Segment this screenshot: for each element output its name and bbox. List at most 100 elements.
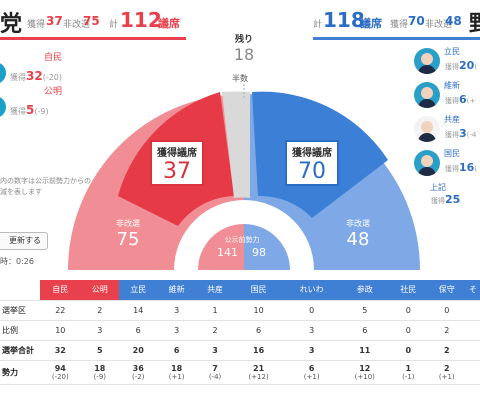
cell: 12 (+10) (340, 360, 390, 385)
table-row: 選挙合計 32 5 20 6 3 16 3 11 0 2 (0, 340, 480, 361)
party-item-jimin[interactable]: 自民 獲得32(-20) (0, 50, 70, 84)
cell: 3 (80, 320, 120, 341)
cell (466, 340, 480, 361)
ruling-nonre-label-group: 非改選 75 (100, 218, 156, 250)
row-label: 比例 (0, 320, 40, 341)
col-header: 共産 (195, 280, 235, 301)
majority-label: 半数 (232, 74, 248, 83)
remaining-box: 残り 18 (223, 32, 265, 64)
cell: 6 (340, 320, 390, 341)
cell: 11 (340, 340, 390, 361)
party-name: 共産 (444, 115, 460, 124)
ruling-won-count: 37 (46, 14, 63, 28)
cell: 22 (40, 300, 81, 321)
party-name: 公明 (43, 87, 62, 97)
cell: 6 (119, 320, 158, 341)
party-item-rikken[interactable]: 立民 獲得20( (414, 46, 480, 76)
party-leader-avatar (414, 82, 440, 108)
cell: 7 (-4) (195, 360, 235, 385)
party-item-kokumin[interactable]: 国民 獲得16( (414, 148, 480, 178)
update-button[interactable]: 更新する (0, 232, 48, 250)
col-header: 保守 (427, 280, 466, 301)
ruling-total-count: 112 (120, 8, 162, 32)
table-header-row: 自民 公明 立民 維新 共産 国民 れいわ 参政 社民 保守 そ (0, 280, 480, 301)
cell: 1 (195, 300, 235, 321)
koji-ruling-sector (198, 224, 244, 270)
opp-won-box: 獲得議席 70 (285, 140, 339, 186)
cell: 32 (40, 340, 81, 361)
cell (466, 360, 480, 385)
row-label: 選挙合計 (0, 340, 40, 361)
col-header: 公明 (80, 280, 120, 301)
cell: 20 (119, 340, 158, 361)
party-leader-avatar (414, 116, 440, 142)
cell (466, 300, 480, 321)
cell: 10 (234, 300, 283, 321)
party-item-komei[interactable]: 公明 獲得5(-9) (0, 84, 70, 118)
cell: 3 (157, 320, 196, 341)
ruling-header: 党 獲得 37 非改選 75 計 112 議席 (0, 0, 186, 40)
cell: 18 (+1) (157, 360, 196, 385)
cell: 3 (282, 320, 341, 341)
col-header: 維新 (157, 280, 196, 301)
col-header: 社民 (389, 280, 428, 301)
cell: 18 (-9) (80, 360, 120, 385)
cell: 10 (40, 320, 81, 341)
cell: 3 (157, 300, 196, 321)
party-avatar (0, 62, 6, 84)
ruling-nonre-text: 非改選 (116, 219, 140, 228)
opp-total-count: 118 (323, 8, 365, 32)
party-name: 立民 (444, 47, 460, 56)
cell: 0 (389, 300, 428, 321)
ruling-won-box-count: 37 (163, 159, 191, 184)
cell: 2 (195, 320, 235, 341)
table-row: 選挙区 22 2 14 3 1 10 0 5 0 0 (0, 300, 480, 321)
cell: 6 (234, 320, 283, 341)
cell: 2 (80, 300, 120, 321)
col-header: 国民 (234, 280, 283, 301)
cell: 5 (340, 300, 390, 321)
opp-won-label: 獲得 (390, 20, 409, 30)
party-won: 獲得3(-4 (445, 127, 477, 140)
opp-won-box-label: 獲得議席 (292, 148, 332, 159)
cell: 5 (80, 340, 120, 361)
party-name: 国民 (444, 149, 460, 158)
party-leader-avatar (414, 48, 440, 74)
cell: 94 (-20) (40, 360, 81, 385)
remaining-count: 18 (233, 45, 255, 64)
party-won: 獲得16( (445, 161, 478, 174)
opp-seats-unit: 議席 (360, 17, 382, 30)
row-label: 勢力 (0, 360, 40, 385)
koji-label: 公示前勢力 (224, 236, 260, 244)
col-header: 立民 (119, 280, 158, 301)
cell: 2 (427, 320, 466, 341)
col-header: そ (466, 280, 480, 301)
cell: 36 (-2) (119, 360, 158, 385)
party-item-ishin[interactable]: 維新 獲得6(+ (414, 80, 480, 110)
koji-opp-count: 98 (252, 246, 266, 259)
cell: 21 (+12) (234, 360, 283, 385)
remaining-label: 残り (234, 35, 253, 45)
cell (466, 320, 480, 341)
party-name: 維新 (444, 81, 460, 90)
party-won: 獲得20( (445, 59, 478, 72)
cell: 16 (234, 340, 283, 361)
opp-total-label: 計 (313, 20, 323, 30)
results-table: 自民 公明 立民 維新 共産 国民 れいわ 参政 社民 保守 そ 選挙区 22 … (0, 280, 480, 385)
party-item-others[interactable]: 上記 獲得25 (414, 180, 480, 210)
refresh-timer: 時：0:26 (0, 257, 34, 266)
opp-nonre-count: 48 (445, 14, 462, 28)
opp-nonre-text: 非改選 (346, 219, 370, 228)
ruling-won-box-label: 獲得議席 (157, 148, 197, 159)
opp-title: 野 (469, 6, 480, 38)
col-header: 自民 (40, 280, 81, 301)
ruling-nonre-count: 75 (83, 14, 100, 28)
opp-won-count: 70 (408, 14, 425, 28)
ruling-nonre-label: 非改選 (63, 20, 91, 30)
cell: 3 (282, 340, 341, 361)
party-item-kyosan[interactable]: 共産 獲得3(-4 (414, 114, 480, 144)
cell: 6 (157, 340, 196, 361)
ruling-nonre-count: 75 (116, 229, 140, 250)
cell: 0 (389, 340, 428, 361)
